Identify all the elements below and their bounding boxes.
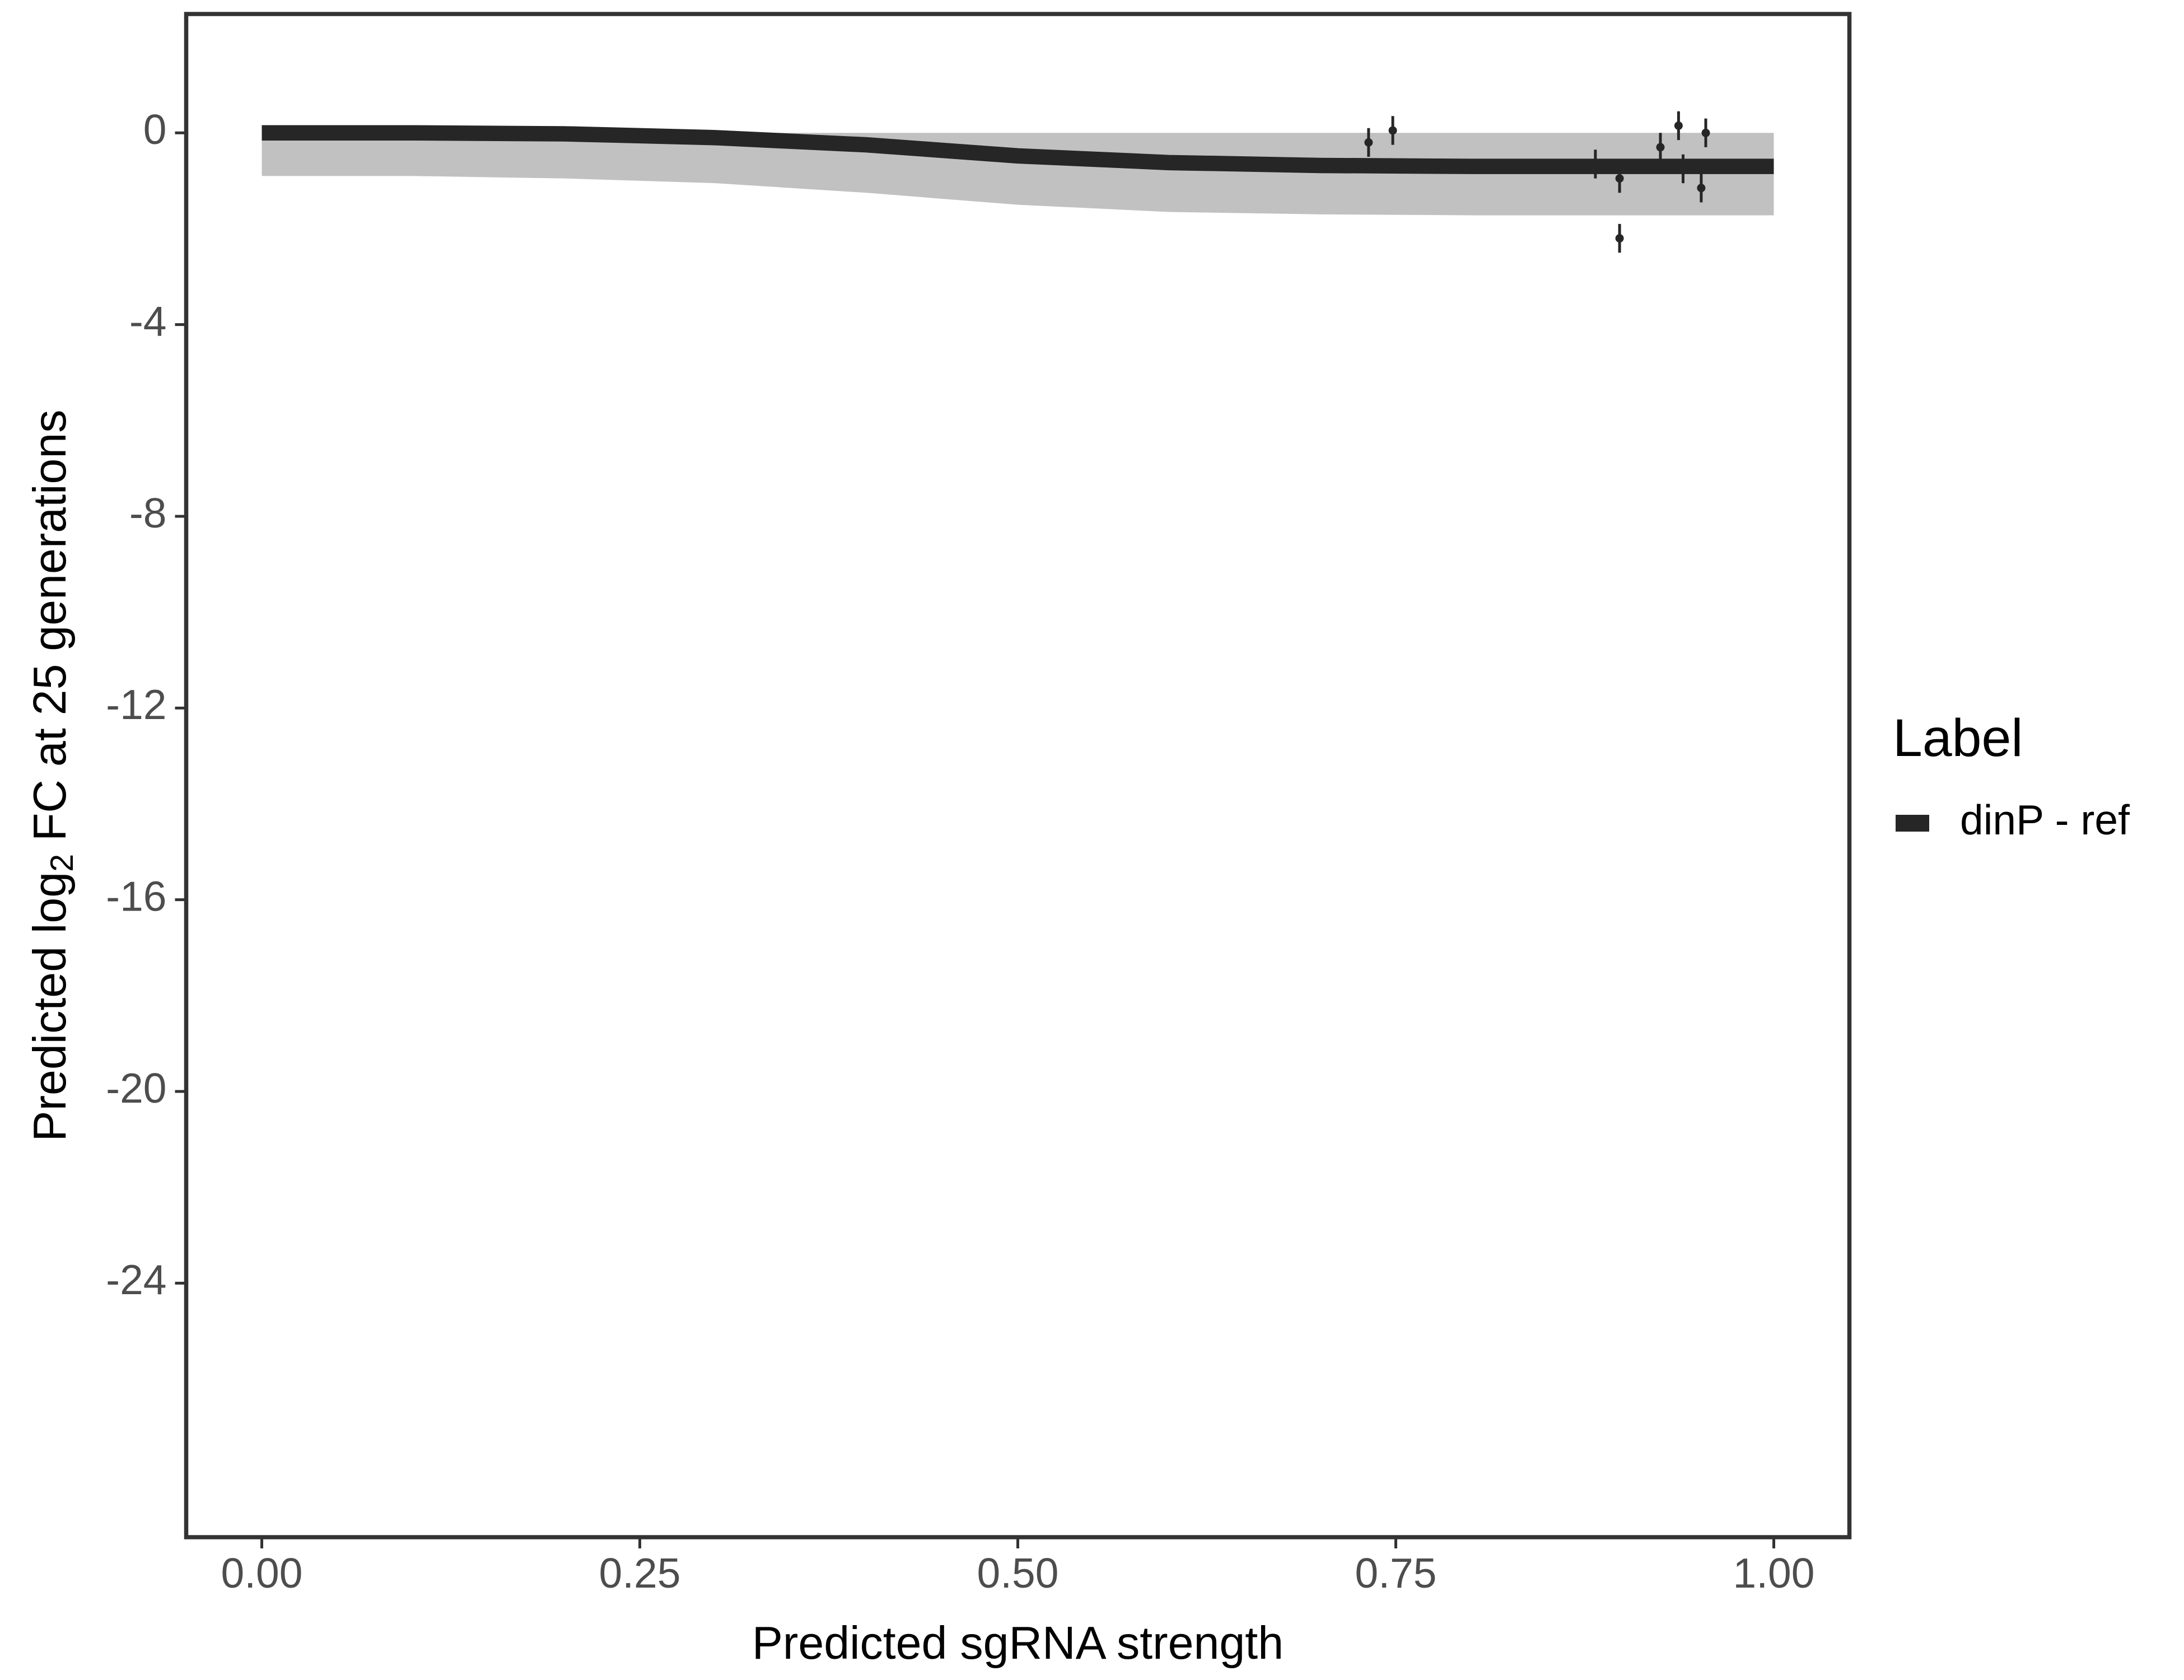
y-tick-label: -4 — [129, 297, 167, 344]
x-axis-title: Predicted sgRNA strength — [752, 1617, 1284, 1669]
legend-swatch — [1896, 815, 1929, 832]
point — [1674, 121, 1683, 130]
point — [1364, 138, 1373, 147]
point — [1615, 174, 1624, 183]
point — [1697, 184, 1706, 193]
x-tick-label: 0.25 — [599, 1550, 681, 1597]
y-axis-title-part: Predicted log — [24, 872, 76, 1142]
point — [1615, 234, 1624, 243]
y-tick-label: -8 — [129, 489, 167, 536]
y-tick-label: 0 — [143, 106, 167, 153]
fit-line — [262, 125, 1774, 174]
y-axis-title-sub: 2 — [44, 854, 80, 872]
y-tick-label: -12 — [106, 681, 166, 728]
point — [1656, 143, 1665, 152]
credible-band — [262, 133, 1774, 216]
point — [1388, 126, 1397, 135]
x-tick-label: 0.75 — [1355, 1550, 1437, 1597]
y-axis-title-part: FC at 25 generations — [24, 410, 76, 854]
y-axis-title: Predicted log2 FC at 25 generations — [24, 410, 80, 1142]
legend-title: Label — [1893, 708, 2023, 768]
y-tick-label: -24 — [106, 1256, 166, 1303]
x-tick-label: 1.00 — [1733, 1550, 1815, 1597]
point — [1591, 160, 1600, 169]
x-tick-label: 0.00 — [221, 1550, 303, 1597]
point — [1701, 128, 1710, 137]
y-tick-label: -20 — [106, 1065, 166, 1112]
y-tick-label: -16 — [106, 872, 166, 920]
point — [1679, 164, 1687, 173]
legend-label: dinP - ref — [1960, 796, 2130, 843]
x-tick-label: 0.50 — [977, 1550, 1059, 1597]
